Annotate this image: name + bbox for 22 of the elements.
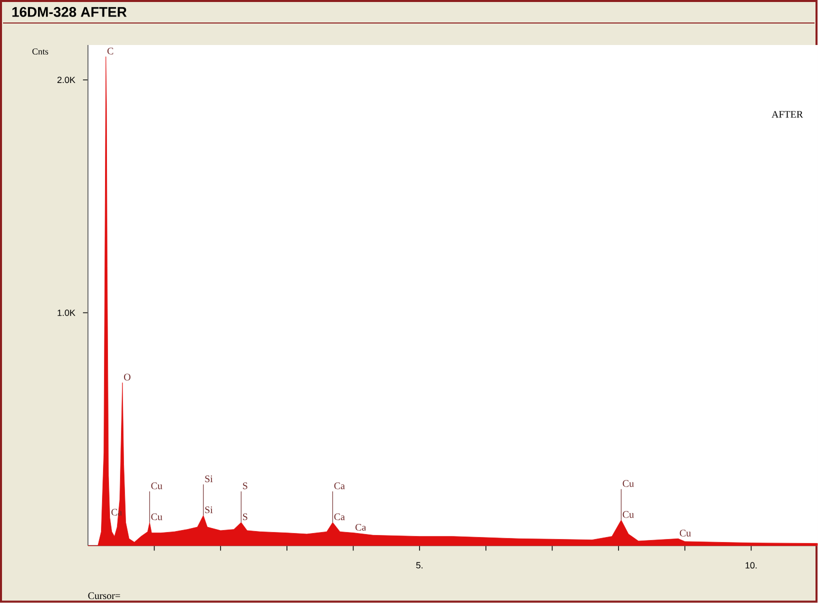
annotation: Cu (680, 530, 691, 537)
annotation: S (243, 514, 248, 520)
annotation: AFTER (772, 111, 804, 118)
chart-title: 16DM-328 AFTER (12, 7, 127, 18)
annotation: Cu (151, 514, 162, 520)
y-tick-label: 1.0K (58, 310, 76, 316)
annotation: Cu (622, 511, 634, 518)
y-tick-label: 2.0K (57, 76, 76, 84)
annotation: Si (205, 476, 213, 482)
annotation: Ca (334, 514, 345, 520)
annotation: Ca (334, 482, 345, 490)
annotation: Cu (151, 482, 162, 490)
y-axis-title: Cnts (32, 48, 48, 55)
annotation: C (107, 48, 114, 55)
x-tick-label: 5. (416, 562, 422, 569)
x-tick-label: 10. (746, 562, 757, 569)
annotation: Cu (622, 480, 634, 488)
annotation: Ca (356, 524, 366, 531)
annotation: Si (205, 506, 213, 514)
annotation: S (243, 482, 248, 490)
text: Cursor= (88, 592, 120, 600)
annotation: O (124, 374, 130, 381)
